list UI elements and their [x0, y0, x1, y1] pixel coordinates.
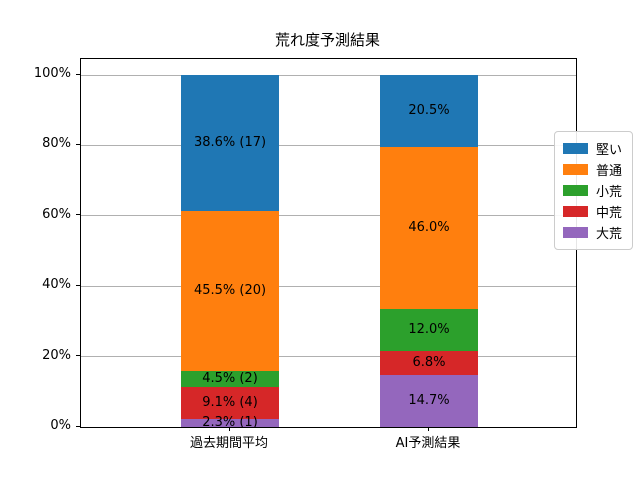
legend-label: 大荒	[595, 227, 622, 242]
bar-segment	[380, 75, 478, 148]
legend-swatch	[562, 143, 588, 154]
legend-label: 中荒	[595, 206, 622, 221]
chart-title: 荒れ度予測結果	[274, 31, 380, 49]
bar-segment	[181, 386, 279, 419]
bar-segment	[181, 210, 279, 372]
x-axis-tick-label: AI予測結果	[395, 436, 461, 451]
legend-item: 中荒	[562, 201, 622, 222]
legend-item: 普通	[562, 159, 622, 180]
y-axis-tick-label: 20%	[42, 347, 71, 363]
y-axis-tick-mark	[76, 425, 80, 427]
y-axis-tick-mark	[76, 284, 80, 286]
gridline	[81, 285, 576, 287]
y-axis-tick-mark	[76, 355, 80, 357]
y-axis-tick-label: 40%	[42, 277, 71, 293]
x-axis-tick-mark	[228, 427, 230, 431]
legend: 堅い普通小荒中荒大荒	[553, 131, 633, 250]
x-axis-tick-label: 過去期間平均	[189, 436, 268, 451]
y-axis-tick-mark	[76, 73, 80, 75]
y-axis-tick-label: 60%	[42, 206, 71, 222]
legend-item: 小荒	[562, 180, 622, 201]
legend-item: 堅い	[562, 138, 622, 159]
legend-label: 普通	[595, 164, 622, 179]
bar-segment	[380, 351, 478, 376]
x-axis-tick-mark	[427, 427, 429, 431]
plot-area: 2.3% (1) 9.1% (4) 4.5% (2) 45.5% (20) 38.6% …	[80, 58, 577, 430]
bar-segment	[181, 75, 279, 211]
bar-segment	[181, 418, 279, 427]
legend-swatch	[562, 164, 588, 175]
legend-label: 小荒	[595, 185, 622, 200]
y-axis-tick-label: 0%	[50, 418, 71, 433]
gridline	[81, 144, 576, 146]
gridline	[81, 74, 576, 76]
legend-swatch	[562, 227, 588, 238]
gridline	[81, 356, 576, 358]
bar-segment	[380, 147, 478, 310]
legend-label: 堅い	[595, 143, 622, 158]
y-axis-tick-label: 100%	[33, 66, 71, 81]
legend-swatch	[562, 185, 588, 196]
legend-item: 大荒	[562, 222, 622, 243]
bar-segment	[380, 309, 478, 352]
legend-swatch	[562, 206, 588, 217]
y-axis-tick-mark	[76, 143, 80, 145]
bar-segment	[380, 375, 478, 427]
bar-segment	[181, 371, 279, 387]
gridline	[81, 215, 576, 217]
y-axis-tick-mark	[76, 214, 80, 216]
y-axis-tick-label: 80%	[42, 136, 71, 152]
